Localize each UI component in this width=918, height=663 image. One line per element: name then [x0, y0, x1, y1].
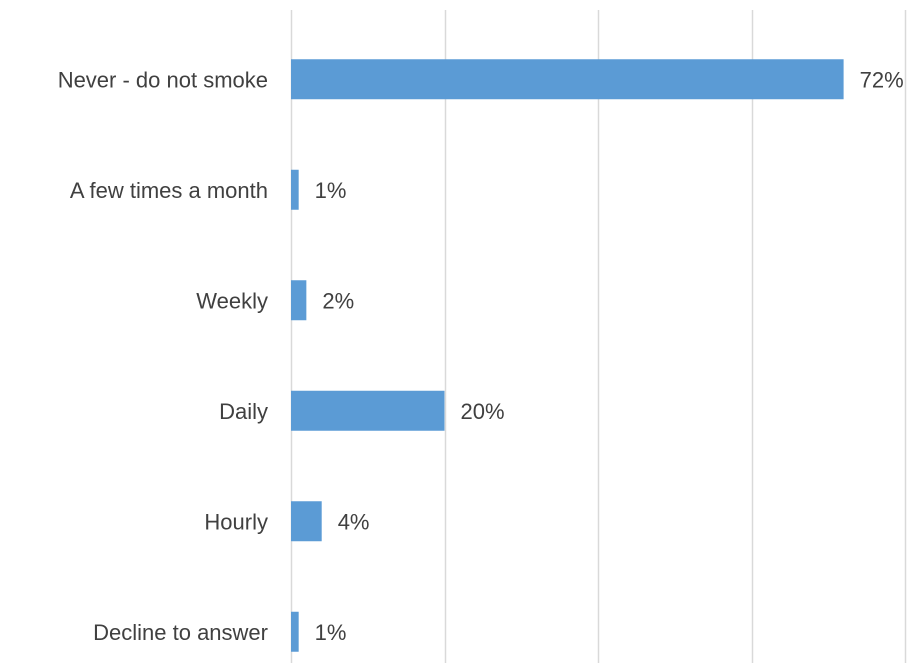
data-label: 1%: [315, 178, 347, 203]
category-label: A few times a month: [70, 178, 268, 203]
bar: [291, 280, 307, 321]
bar: [291, 59, 844, 100]
data-label: 2%: [322, 288, 354, 313]
data-label: 4%: [338, 509, 370, 534]
category-label: Daily: [219, 399, 268, 424]
category-label: Decline to answer: [93, 620, 268, 645]
category-labels: Never - do not smoke A few times a month W…: [58, 67, 268, 645]
bar: [291, 611, 299, 652]
bars: [291, 59, 844, 652]
bar: [291, 169, 299, 210]
data-label: 72%: [860, 67, 904, 92]
category-label: Weekly: [196, 288, 268, 313]
data-label: 1%: [315, 620, 347, 645]
bar: [291, 501, 322, 542]
bar: [291, 390, 445, 431]
value-labels: 72% 1% 2% 20% 4% 1%: [315, 67, 904, 645]
category-label: Never - do not smoke: [58, 67, 268, 92]
data-label: 20%: [461, 399, 505, 424]
gridlines: [290, 10, 907, 663]
category-label: Hourly: [204, 509, 268, 534]
